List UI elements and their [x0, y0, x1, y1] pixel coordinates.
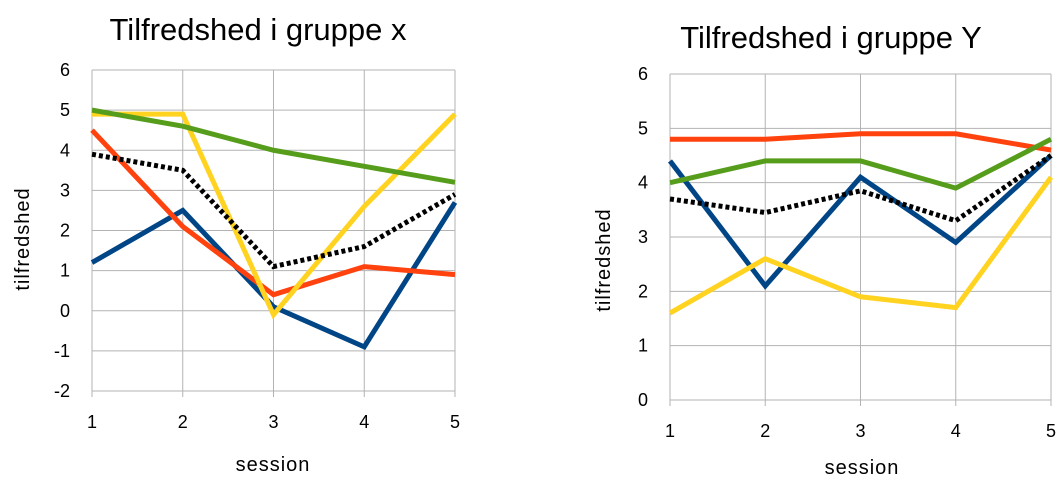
- series-line-average: [91, 151, 457, 270]
- series-lines: [90, 107, 458, 351]
- chart-title: Tilfredshed i gruppe Y: [680, 20, 982, 55]
- x-axis-label: session: [825, 457, 900, 478]
- y-tick-label: 4: [60, 140, 70, 160]
- chart-gruppe-x: Tilfredshed i gruppe x -2 -1 0 1 2 3 4 5 6 1 2 3 4 5…: [12, 12, 460, 476]
- x-tick-label: 4: [359, 412, 369, 432]
- x-tick-label: 3: [855, 421, 865, 441]
- x-tick-label: 2: [760, 421, 770, 441]
- y-tick-label: -1: [54, 341, 70, 361]
- y-tick-label: 0: [60, 301, 70, 321]
- x-tick-labels: 1 2 3 4 5: [87, 412, 460, 432]
- y-tick-label: 5: [638, 118, 648, 138]
- series-line: [92, 111, 457, 320]
- series-lines: [668, 131, 1054, 316]
- series-line: [90, 201, 458, 351]
- y-tick-label: 2: [60, 221, 70, 241]
- y-tick-label: 0: [638, 390, 648, 410]
- series-line: [669, 136, 1053, 191]
- y-tick-labels: -2 -1 0 1 2 3 4 5 6: [54, 60, 70, 401]
- x-tick-labels: 1 2 3 4 5: [665, 421, 1056, 441]
- y-tick-label: 1: [638, 336, 648, 356]
- x-tick-label: 1: [87, 412, 97, 432]
- y-axis-label: tilfredshed: [593, 208, 615, 311]
- series-line: [670, 131, 1052, 153]
- series-line: [91, 107, 456, 185]
- gridlines: [669, 73, 1052, 406]
- y-tick-label: 6: [638, 64, 648, 84]
- series-line: [90, 128, 456, 298]
- series-line-average: [669, 153, 1053, 224]
- x-tick-label: 5: [1046, 421, 1056, 441]
- y-tick-label: 2: [638, 281, 648, 301]
- chart-title: Tilfredshed i gruppe x: [110, 12, 407, 47]
- y-tick-label: 3: [60, 180, 70, 200]
- series-line: [668, 153, 1053, 290]
- y-tick-label: 6: [60, 60, 70, 80]
- x-axis-label: session: [236, 454, 311, 476]
- x-tick-label: 2: [178, 412, 188, 432]
- y-axis-label: tilfredshed: [12, 187, 34, 290]
- x-tick-label: 1: [665, 421, 675, 441]
- y-tick-label: 1: [60, 261, 70, 281]
- x-tick-label: 4: [951, 421, 961, 441]
- y-tick-label: 3: [638, 227, 648, 247]
- y-tick-label: 4: [638, 173, 648, 193]
- x-tick-label: 5: [450, 412, 460, 432]
- y-tick-label: -2: [54, 381, 70, 401]
- y-tick-label: 5: [60, 100, 70, 120]
- x-tick-label: 3: [268, 412, 278, 432]
- series-line: [668, 175, 1054, 316]
- y-tick-labels: 0 1 2 3 4 5 6: [638, 64, 648, 410]
